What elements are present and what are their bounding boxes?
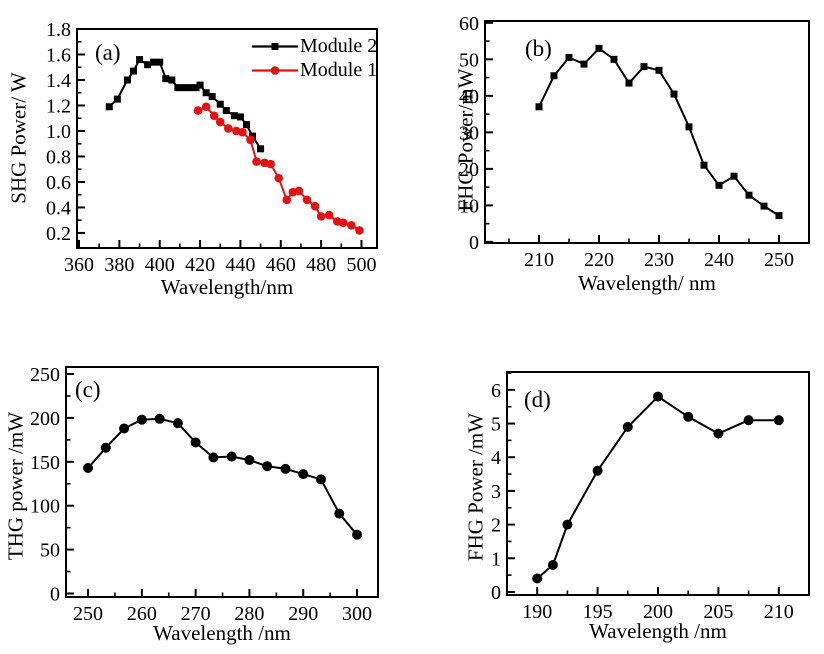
panel-b-xaxis-title: Wavelength/ nm [578,271,716,295]
panel-c-yaxis-title: THG power /mW [3,411,28,561]
panel-c: 250 260 270 280 290 300 0 50 100 150 200 250 (c) Wa… [0,330,412,654]
svg-text:150: 150 [30,452,60,474]
svg-text:250: 250 [73,603,103,625]
svg-text:400: 400 [145,254,175,276]
panel-a: 360 380 400 420 440 460 480 500 0.2 0.4 0.6 0.8 1.0 1… [0,0,412,310]
svg-text:380: 380 [104,254,134,276]
svg-text:210: 210 [764,601,794,623]
legend-label-module-1: Module 1 [300,59,378,81]
svg-text:250: 250 [764,249,794,271]
svg-text:1.0: 1.0 [46,121,71,143]
chart-b-plot: 210 220 230 240 250 0 10 20 30 40 50 60 [459,13,810,271]
svg-text:500: 500 [346,254,376,276]
svg-text:5: 5 [491,414,501,436]
legend-label-module-2: Module 2 [300,35,378,57]
svg-text:195: 195 [583,601,613,623]
panel-d-letter: (d) [524,387,551,412]
svg-text:200: 200 [643,601,673,623]
svg-text:2: 2 [491,515,501,537]
svg-text:270: 270 [181,603,211,625]
svg-text:60: 60 [459,13,479,35]
svg-text:0: 0 [50,583,60,605]
svg-text:0.6: 0.6 [46,172,71,194]
svg-text:360: 360 [64,254,94,276]
svg-text:290: 290 [288,603,318,625]
svg-text:210: 210 [524,249,554,271]
svg-text:420: 420 [185,254,215,276]
panel-b-yaxis-title: FHG Power/mW [453,68,478,212]
svg-text:240: 240 [704,249,734,271]
svg-text:4: 4 [491,447,501,469]
svg-text:100: 100 [30,496,60,518]
svg-text:40: 40 [459,86,479,108]
chart-a-plot: 360 380 400 420 440 460 480 500 0.2 0.4 0.6 0.8 1.0 1… [46,19,378,276]
panel-b-letter: (b) [525,36,552,61]
svg-text:6: 6 [491,380,501,402]
svg-text:250: 250 [30,364,60,386]
chart-c-plot: 250 260 270 280 290 300 0 50 100 150 200 250 [30,364,379,625]
svg-text:10: 10 [459,195,479,217]
panel-a-yaxis-title: SHG Power/ W [6,72,31,204]
svg-text:50: 50 [459,49,479,71]
panel-d: 190 195 200 205 210 0 1 2 3 4 5 6 (d) Wavelength /n… [412,330,824,654]
panel-d-xaxis-title: Wavelength /nm [589,619,727,643]
svg-text:0.4: 0.4 [46,197,71,219]
svg-text:30: 30 [459,122,479,144]
panel-c-letter: (c) [75,377,101,402]
svg-text:1.4: 1.4 [46,70,71,92]
svg-text:0: 0 [491,582,501,604]
svg-text:480: 480 [306,254,336,276]
panel-a-xaxis-title: Wavelength/nm [160,275,294,299]
panel-d-yaxis-title: FHG Power /mW [463,412,488,562]
svg-text:3: 3 [491,481,501,503]
svg-text:280: 280 [234,603,264,625]
svg-text:1.6: 1.6 [46,44,71,66]
svg-text:0: 0 [469,232,479,254]
svg-text:230: 230 [644,249,674,271]
svg-text:20: 20 [459,159,479,181]
svg-text:220: 220 [584,249,614,271]
svg-text:1.8: 1.8 [46,19,71,41]
svg-text:460: 460 [266,254,296,276]
svg-text:0.2: 0.2 [46,223,71,245]
panel-b: 210 220 230 240 250 0 10 20 30 40 50 60 (b) Wavelen… [412,0,824,310]
panel-a-letter: (a) [95,40,121,65]
svg-text:50: 50 [40,540,60,562]
chart-d-plot: 190 195 200 205 210 0 1 2 3 4 5 6 [491,371,810,623]
panel-c-xaxis-title: Wavelength /nm [153,621,291,645]
svg-text:190: 190 [522,601,552,623]
svg-text:1.2: 1.2 [46,95,71,117]
svg-text:200: 200 [30,408,60,430]
svg-text:0.8: 0.8 [46,146,71,168]
svg-text:300: 300 [342,603,372,625]
svg-text:1: 1 [491,548,501,570]
svg-text:260: 260 [127,603,157,625]
svg-text:205: 205 [703,601,733,623]
svg-text:440: 440 [225,254,255,276]
